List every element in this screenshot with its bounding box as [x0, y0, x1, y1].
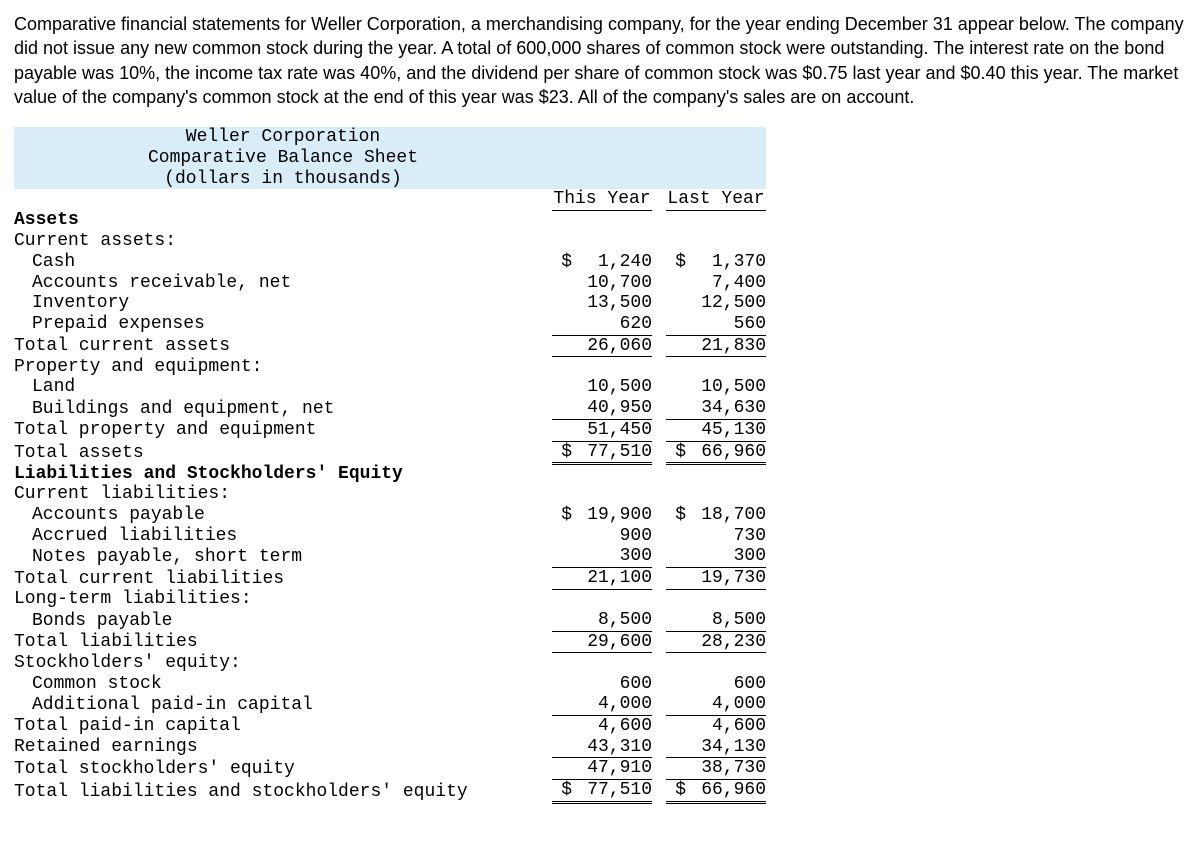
- common-last-year: 600: [686, 674, 766, 695]
- label-total-current-assets: Total current assets: [14, 335, 552, 357]
- intro-paragraph: Comparative financial statements for Wel…: [14, 12, 1186, 109]
- totassets-this-year: 77,510: [572, 441, 652, 464]
- row-apic: Additional paid-in capital 4,000 4,000: [14, 694, 766, 715]
- cash-last-year: 1,370: [686, 252, 766, 273]
- label-ap: Accounts payable: [14, 505, 552, 526]
- label-total-liab-se: Total liabilities and stockholders' equi…: [14, 780, 552, 803]
- label-total-cur-liab: Total current liabilities: [14, 568, 552, 590]
- totliab-last-year: 28,230: [686, 631, 766, 653]
- row-notes: Notes payable, short term 300 300: [14, 546, 766, 567]
- label-cash: Cash: [14, 252, 552, 273]
- label-total-assets: Total assets: [14, 441, 552, 464]
- row-total-assets: Total assets $ 77,510 $ 66,960: [14, 441, 766, 464]
- label-lt-liabilities: Long-term liabilities:: [14, 589, 552, 610]
- re-this-year: 43,310: [572, 737, 652, 758]
- accrued-this-year: 900: [572, 526, 652, 547]
- row-ar: Accounts receivable, net 10,700 7,400: [14, 273, 766, 294]
- bonds-last-year: 8,500: [686, 610, 766, 631]
- label-notes: Notes payable, short term: [14, 546, 552, 567]
- section-assets: Assets: [14, 210, 552, 231]
- land-last-year: 10,500: [686, 377, 766, 398]
- label-apic: Additional paid-in capital: [14, 694, 552, 715]
- totliabse-last-year: 66,960: [686, 780, 766, 803]
- row-accrued: Accrued liabilities 900 730: [14, 526, 766, 547]
- inventory-this-year: 13,500: [572, 293, 652, 314]
- row-land: Land 10,500 10,500: [14, 377, 766, 398]
- label-total-liabilities: Total liabilities: [14, 631, 552, 653]
- row-total-liab-se: Total liabilities and stockholders' equi…: [14, 780, 766, 803]
- label-ar: Accounts receivable, net: [14, 273, 552, 294]
- cash-this-year: 1,240: [572, 252, 652, 273]
- label-common-stock: Common stock: [14, 674, 552, 695]
- tca-this-year: 26,060: [572, 335, 652, 357]
- label-accrued: Accrued liabilities: [14, 526, 552, 547]
- totse-last-year: 38,730: [686, 758, 766, 780]
- totpaidin-this-year: 4,600: [572, 715, 652, 736]
- sheet-title-1: Weller Corporation: [14, 127, 552, 148]
- notes-this-year: 300: [572, 546, 652, 567]
- row-total-liabilities: Total liabilities 29,600 28,230: [14, 631, 766, 653]
- prepaid-last-year: 560: [686, 314, 766, 335]
- sheet-title-2: Comparative Balance Sheet: [14, 148, 552, 169]
- bldg-last-year: 34,630: [686, 398, 766, 419]
- row-buildings: Buildings and equipment, net 40,950 34,6…: [14, 398, 766, 419]
- land-this-year: 10,500: [572, 377, 652, 398]
- totliab-this-year: 29,600: [572, 631, 652, 653]
- section-liab-equity: Liabilities and Stockholders' Equity: [14, 464, 552, 485]
- totassets-last-year: 66,960: [686, 441, 766, 464]
- tcl-this-year: 21,100: [572, 568, 652, 590]
- label-buildings: Buildings and equipment, net: [14, 398, 552, 419]
- row-total-ppe: Total property and equipment 51,450 45,1…: [14, 419, 766, 441]
- col-this-year: This Year: [552, 189, 652, 210]
- label-bonds: Bonds payable: [14, 610, 552, 631]
- ap-this-year: 19,900: [572, 505, 652, 526]
- ar-last-year: 7,400: [686, 273, 766, 294]
- row-inventory: Inventory 13,500 12,500: [14, 293, 766, 314]
- label-retained-earnings: Retained earnings: [14, 737, 552, 758]
- row-total-paid-in: Total paid-in capital 4,600 4,600: [14, 715, 766, 736]
- row-ap: Accounts payable $ 19,900 $ 18,700: [14, 505, 766, 526]
- label-land: Land: [14, 377, 552, 398]
- inventory-last-year: 12,500: [686, 293, 766, 314]
- row-cash: Cash $ 1,240 $ 1,370: [14, 252, 766, 273]
- row-prepaid: Prepaid expenses 620 560: [14, 314, 766, 335]
- row-total-se: Total stockholders' equity 47,910 38,730: [14, 758, 766, 780]
- row-bonds: Bonds payable 8,500 8,500: [14, 610, 766, 631]
- accrued-last-year: 730: [686, 526, 766, 547]
- ap-last-year: 18,700: [686, 505, 766, 526]
- row-common-stock: Common stock 600 600: [14, 674, 766, 695]
- apic-this-year: 4,000: [572, 694, 652, 715]
- totliabse-this-year: 77,510: [572, 780, 652, 803]
- label-stockholders-equity: Stockholders' equity:: [14, 653, 552, 674]
- notes-last-year: 300: [686, 546, 766, 567]
- label-total-se: Total stockholders' equity: [14, 758, 552, 780]
- label-ppe: Property and equipment:: [14, 357, 552, 378]
- bonds-this-year: 8,500: [572, 610, 652, 631]
- prepaid-this-year: 620: [572, 314, 652, 335]
- totpaidin-last-year: 4,600: [686, 715, 766, 736]
- tcl-last-year: 19,730: [686, 568, 766, 590]
- row-total-cur-liab: Total current liabilities 21,100 19,730: [14, 568, 766, 590]
- label-total-ppe: Total property and equipment: [14, 419, 552, 441]
- col-last-year: Last Year: [666, 189, 766, 210]
- label-inventory: Inventory: [14, 293, 552, 314]
- apic-last-year: 4,000: [686, 694, 766, 715]
- totppe-this-year: 51,450: [572, 419, 652, 441]
- label-prepaid: Prepaid expenses: [14, 314, 552, 335]
- label-current-liabilities: Current liabilities:: [14, 484, 552, 505]
- row-retained-earnings: Retained earnings 43,310 34,130: [14, 737, 766, 758]
- balance-sheet: Weller Corporation Comparative Balance S…: [14, 127, 1186, 804]
- totppe-last-year: 45,130: [686, 419, 766, 441]
- totse-this-year: 47,910: [572, 758, 652, 780]
- label-current-assets: Current assets:: [14, 231, 552, 252]
- re-last-year: 34,130: [686, 737, 766, 758]
- common-this-year: 600: [572, 674, 652, 695]
- ar-this-year: 10,700: [572, 273, 652, 294]
- tca-last-year: 21,830: [686, 335, 766, 357]
- label-total-paid-in: Total paid-in capital: [14, 715, 552, 736]
- bldg-this-year: 40,950: [572, 398, 652, 419]
- sheet-title-3: (dollars in thousands): [14, 169, 552, 190]
- row-total-current-assets: Total current assets 26,060 21,830: [14, 335, 766, 357]
